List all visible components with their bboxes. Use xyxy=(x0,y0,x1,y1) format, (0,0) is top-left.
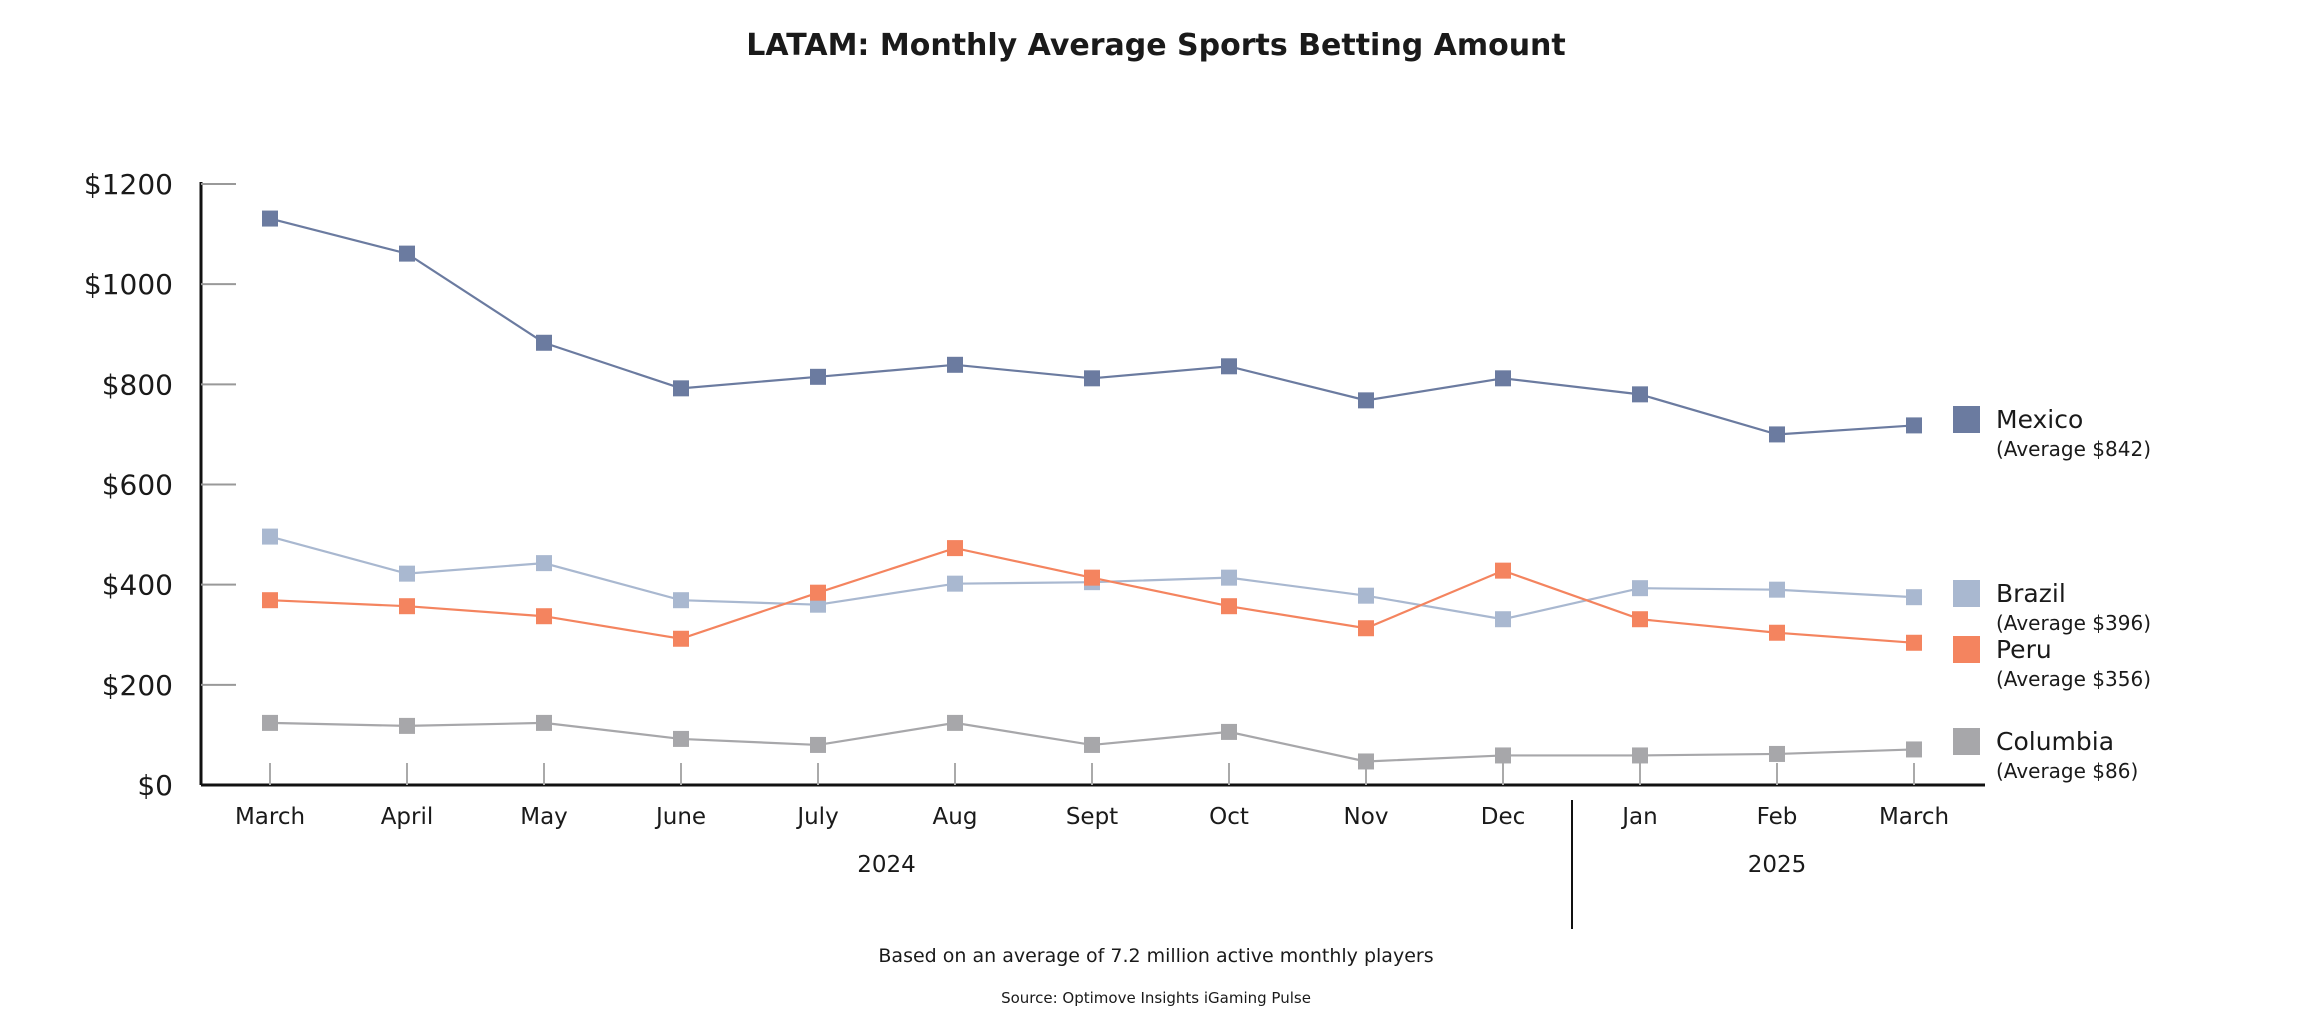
data-point xyxy=(1358,587,1374,604)
data-point xyxy=(1358,620,1374,637)
x-tick-label: March xyxy=(235,804,305,830)
data-point xyxy=(947,356,963,373)
x-tick-label: Oct xyxy=(1209,804,1249,830)
data-point xyxy=(1084,736,1100,753)
legend-average: (Average $842) xyxy=(1996,437,2151,461)
x-tick-label: July xyxy=(795,804,838,830)
y-tick-label: $1000 xyxy=(84,268,173,301)
x-tick-label: April xyxy=(381,804,434,830)
y-tick-label: $1200 xyxy=(84,168,173,201)
year-label: 2025 xyxy=(1748,852,1807,878)
data-point xyxy=(1221,358,1237,375)
data-point xyxy=(673,630,689,647)
data-point xyxy=(1084,569,1100,586)
source: Source: Optimove Insights iGaming Pulse xyxy=(1001,989,1311,1007)
legend-swatch xyxy=(1953,580,1980,607)
data-point xyxy=(262,528,278,545)
x-tick-label: Aug xyxy=(933,804,978,830)
y-tick-label: $200 xyxy=(102,669,173,702)
series-line xyxy=(269,217,1915,436)
legend-label: Brazil xyxy=(1996,579,2066,608)
data-point xyxy=(262,210,278,227)
x-tick-label: May xyxy=(520,804,568,830)
data-point xyxy=(1221,598,1237,615)
series-brazil xyxy=(262,528,1922,628)
data-point xyxy=(1221,569,1237,586)
data-point xyxy=(399,245,415,262)
y-tick-label: $800 xyxy=(102,368,173,401)
x-tick-label: Sept xyxy=(1066,804,1118,830)
chart-title: LATAM: Monthly Average Sports Betting Am… xyxy=(746,28,1566,63)
x-tick-label: Jan xyxy=(1620,804,1657,830)
data-point xyxy=(673,592,689,609)
x-tick-label: March xyxy=(1879,804,1949,830)
data-point xyxy=(1632,580,1648,597)
legend-average: (Average $396) xyxy=(1996,611,2151,635)
legend-average: (Average $86) xyxy=(1996,759,2138,783)
legend-label: Mexico xyxy=(1996,405,2083,434)
x-tick-label: Dec xyxy=(1481,804,1526,830)
y-tick-label: $0 xyxy=(137,769,173,802)
legend-average: (Average $356) xyxy=(1996,667,2151,691)
data-point xyxy=(1495,747,1511,764)
data-point xyxy=(810,736,826,753)
data-point xyxy=(673,380,689,397)
data-point xyxy=(399,598,415,615)
data-point xyxy=(399,565,415,582)
legend-label: Columbia xyxy=(1996,727,2114,756)
data-point xyxy=(947,714,963,731)
legend-swatch xyxy=(1953,406,1980,433)
data-point xyxy=(1769,624,1785,641)
series-peru xyxy=(262,540,1922,651)
data-point xyxy=(1632,386,1648,403)
data-point xyxy=(1358,392,1374,409)
legend-swatch xyxy=(1953,636,1980,663)
data-point xyxy=(536,608,552,625)
data-point xyxy=(536,555,552,572)
data-point xyxy=(1769,745,1785,762)
data-point xyxy=(1084,370,1100,387)
data-point xyxy=(810,596,826,613)
data-point xyxy=(262,714,278,731)
data-point xyxy=(1906,417,1922,434)
year-label: 2024 xyxy=(857,852,916,878)
data-point xyxy=(1906,634,1922,651)
x-tick-label: June xyxy=(654,804,706,830)
data-point xyxy=(262,592,278,609)
data-point xyxy=(1906,589,1922,606)
y-tick-label: $400 xyxy=(102,569,173,602)
data-point xyxy=(947,575,963,592)
data-point xyxy=(1495,370,1511,387)
data-point xyxy=(1358,753,1374,770)
footnote: Based on an average of 7.2 million activ… xyxy=(878,945,1433,967)
series-mexico xyxy=(262,210,1922,443)
data-point xyxy=(1769,426,1785,443)
data-point xyxy=(399,717,415,734)
x-tick-label: Feb xyxy=(1757,804,1798,830)
data-point xyxy=(536,714,552,731)
data-point xyxy=(1632,611,1648,628)
data-point xyxy=(1495,611,1511,628)
data-point xyxy=(673,730,689,747)
data-point xyxy=(1221,723,1237,740)
series-columbia xyxy=(262,714,1922,770)
data-point xyxy=(1906,741,1922,758)
series-line xyxy=(269,546,1915,644)
data-point xyxy=(810,584,826,601)
y-tick-label: $600 xyxy=(102,469,173,502)
x-tick-label: Nov xyxy=(1344,804,1389,830)
data-point xyxy=(810,368,826,385)
data-point xyxy=(1769,581,1785,598)
legend-swatch xyxy=(1953,728,1980,755)
data-point xyxy=(1632,747,1648,764)
data-point xyxy=(1495,562,1511,579)
data-point xyxy=(536,334,552,351)
data-point xyxy=(947,540,963,557)
legend-label: Peru xyxy=(1996,635,2052,664)
